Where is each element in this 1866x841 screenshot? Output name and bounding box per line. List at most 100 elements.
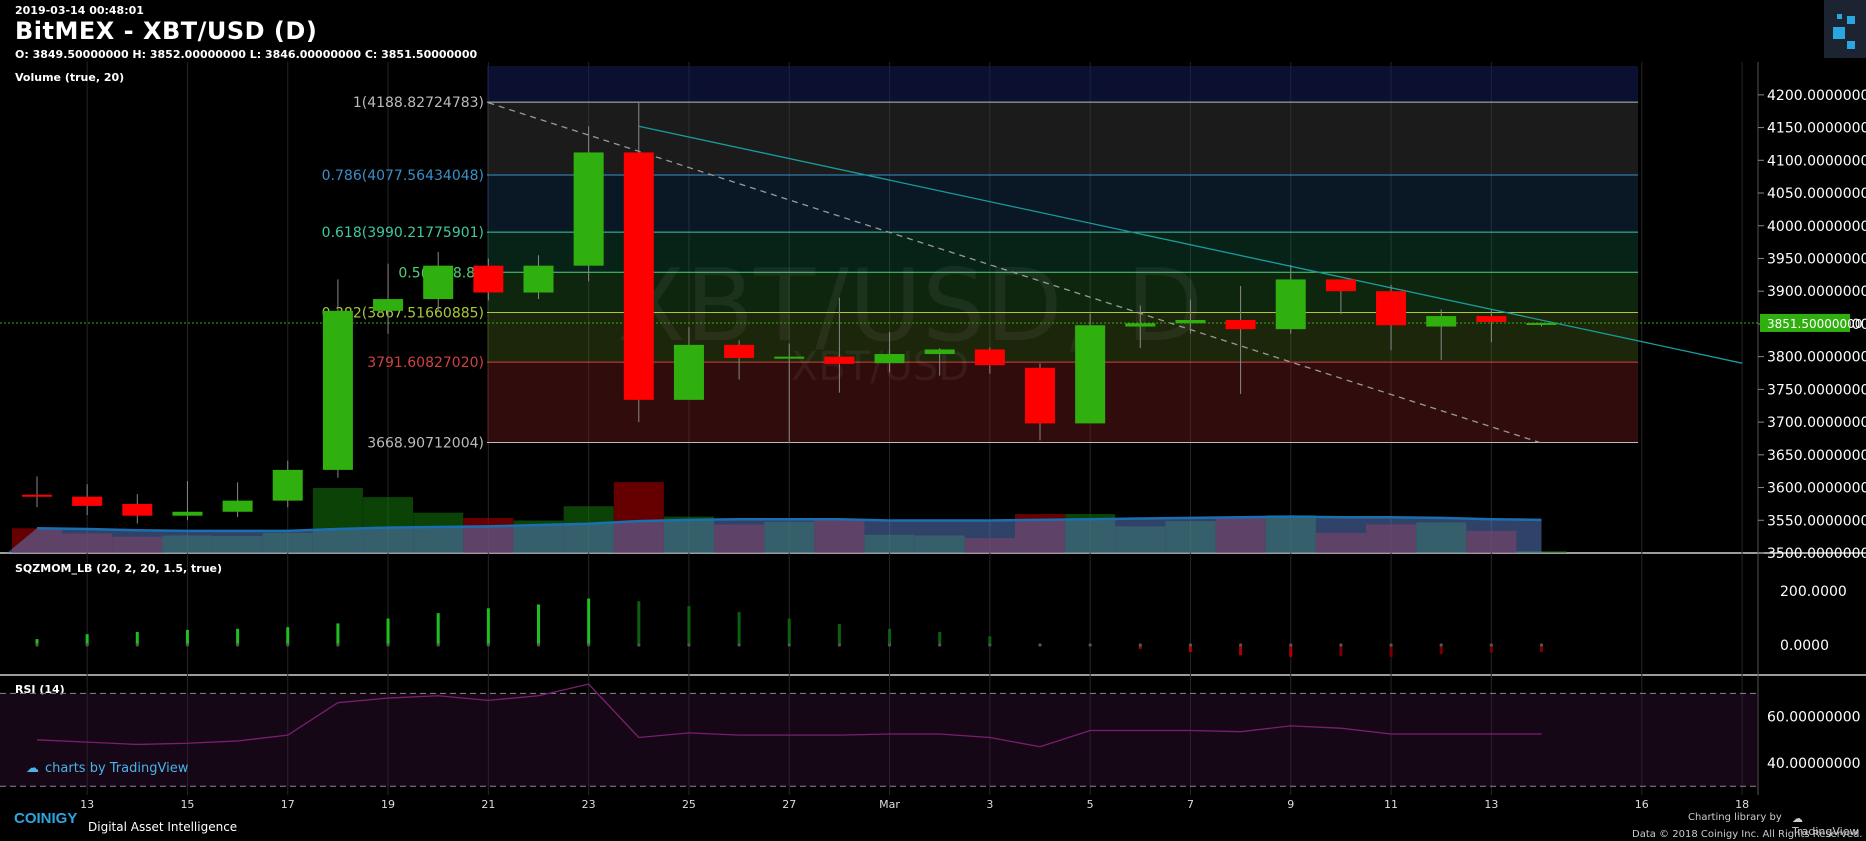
price-axis-label: 3900.00000000 [1767, 284, 1866, 300]
fib-zone [487, 362, 1638, 443]
candle-body [1376, 291, 1407, 326]
sqz-axis-label: 200.0000 [1780, 584, 1847, 600]
x-tick-label: 11 [1384, 798, 1398, 811]
volume-ma-line [36, 515, 1542, 533]
fib-level-label: 3791.60827020) [367, 355, 484, 371]
trend-line-dashed [488, 102, 1542, 444]
candle-body [373, 299, 404, 311]
fib-zone [487, 232, 1638, 273]
tradingview-link[interactable]: ☁ TradingView [1792, 812, 1859, 838]
price-axis-label: 3800.00000000 [1767, 350, 1866, 366]
candle-body [1275, 279, 1306, 330]
price-axis-label: 4050.00000000 [1767, 186, 1866, 202]
x-tick-label: 16 [1635, 798, 1649, 811]
cloud-icon: ☁ [26, 761, 39, 776]
data-copyright: Data © 2018 Coinigy Inc. All Rights Rese… [1632, 829, 1863, 840]
sqz-zero-dot [1339, 643, 1343, 647]
x-tick-label: 18 [1735, 798, 1749, 811]
candle-body [724, 344, 755, 358]
sqz-zero-dot [135, 643, 139, 647]
sqz-zero-dot [1489, 643, 1493, 647]
x-tick-label: 21 [481, 798, 495, 811]
sqz-zero-dot [1088, 643, 1092, 647]
rsi-axis-label: 40.00000000 [1767, 756, 1861, 772]
price-axis-label: 3650.00000000 [1767, 448, 1866, 464]
sqz-zero-dot [436, 643, 440, 647]
fib-zone [487, 272, 1638, 313]
candle-body [473, 265, 504, 293]
price-axis-label: 3750.00000000 [1767, 382, 1866, 398]
fib-level-label: 0.786(4077.56434048) [322, 168, 484, 184]
trend-line-solid [638, 125, 1743, 364]
sqz-zero-dot [1188, 643, 1193, 647]
x-tick-label: 25 [682, 798, 696, 811]
sqz-zero-dot [787, 643, 791, 647]
sqz-zero-dot [236, 643, 240, 647]
candle-body [974, 349, 1005, 366]
x-tick-label: 9 [1287, 798, 1294, 811]
sqz-axis-label: 0.0000 [1780, 638, 1829, 654]
candle-body [1325, 279, 1356, 292]
x-tick-label: 13 [80, 798, 94, 811]
candle-body [172, 511, 203, 516]
x-tick-label: 5 [1087, 798, 1094, 811]
candle-body [1426, 316, 1457, 327]
candle-body [824, 356, 855, 364]
candle-body [22, 494, 52, 497]
sqz-zero-dot [185, 643, 190, 647]
sqz-zero-dot [536, 643, 541, 647]
last-price-badge [1760, 313, 1850, 332]
sqz-zero-dot [1289, 643, 1293, 647]
volume-label: Volume (true, 20) [15, 71, 125, 84]
x-tick-label: Mar [879, 798, 900, 811]
price-axis-label: 4150.00000000 [1767, 121, 1866, 137]
charts-by-tradingview[interactable]: ☁ charts by TradingView [26, 761, 189, 776]
sqz-zero-dot [1138, 643, 1142, 647]
sqz-zero-dot [486, 643, 490, 647]
last-price-label: 3851.50000000 [1767, 317, 1862, 331]
chart-title: BitMEX - XBT/USD (D) [15, 17, 318, 45]
price-axis-label: 3550.00000000 [1767, 513, 1866, 529]
fib-level-label: 3668.90712004) [367, 435, 484, 451]
sqz-zero-dot [85, 643, 89, 647]
price-axis-label: 3700.00000000 [1767, 415, 1866, 431]
ohlc-readout: O: 3849.50000000 H: 3852.00000000 L: 384… [15, 48, 478, 61]
sqz-zero-dot [1239, 643, 1243, 647]
sqz-zero-dot [386, 643, 390, 647]
fib-top-band [487, 66, 1638, 103]
sqz-zero-dot [1038, 643, 1042, 647]
candle-body [1225, 319, 1256, 330]
sqz-zero-dot [837, 643, 842, 647]
sqz-zero-dot [737, 643, 741, 647]
sqz-zero-dot [587, 643, 591, 647]
price-axis-label: 3500.00000000 [1767, 546, 1866, 562]
candle-body [774, 356, 805, 359]
candle-body [1526, 322, 1557, 325]
fib-zone [487, 102, 1638, 175]
sqz-zero-dot [687, 643, 691, 647]
price-axis-label: 3950.00000000 [1767, 251, 1866, 267]
x-tick-label: 7 [1187, 798, 1194, 811]
candle-body [1075, 325, 1106, 424]
candle-body [673, 344, 704, 400]
coinigy-logo-icon[interactable] [1824, 0, 1866, 58]
price-axis-label: 4000.00000000 [1767, 219, 1866, 235]
sqz-zero-dot [1389, 643, 1393, 647]
candle-body [874, 354, 905, 364]
fib-level-label: 0.618(3990.21775901) [322, 225, 484, 241]
x-tick-label: 3 [986, 798, 993, 811]
rsi-axis-label: 60.00000000 [1767, 710, 1861, 726]
coinigy-brand[interactable]: COINIGY [14, 810, 78, 827]
candle-body [122, 503, 153, 516]
volume-ma-area [7, 516, 1542, 553]
candle-body [423, 265, 454, 300]
sqz-zero-dot [887, 643, 892, 647]
candle-body [523, 265, 554, 293]
price-axis-label: 3600.00000000 [1767, 481, 1866, 497]
candle-body [1476, 316, 1507, 322]
fib-level-label: 1(4188.82724783) [353, 95, 484, 111]
candle-body [1025, 367, 1055, 424]
sqz-zero-dot [336, 643, 340, 647]
